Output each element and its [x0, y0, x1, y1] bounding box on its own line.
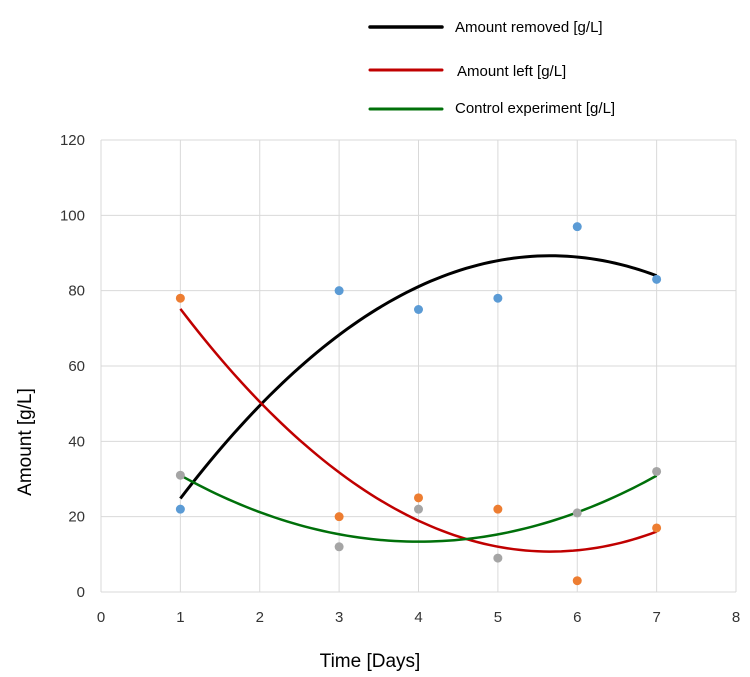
- y-tick-label: 120: [60, 132, 85, 149]
- grid: [100, 139, 737, 593]
- x-tick-label: 7: [652, 609, 660, 626]
- data-points: [175, 222, 662, 586]
- data-point-series-2: [414, 493, 423, 503]
- data-point-series-2: [572, 576, 582, 586]
- trendline-1: [179, 254, 658, 500]
- y-tick-label: 100: [60, 207, 85, 224]
- legend-label-control: Control experiment [g/L]: [455, 100, 615, 117]
- data-point-series-2: [175, 293, 185, 303]
- data-point-series-1: [493, 293, 503, 303]
- data-point-series-2: [652, 523, 662, 533]
- y-tick-label: 0: [77, 584, 85, 601]
- x-tick-label: 4: [414, 609, 422, 626]
- data-point-series-1: [572, 222, 582, 232]
- legend: Amount removed [g/L] Amount left [g/L] C…: [368, 19, 615, 117]
- y-tick-label: 40: [68, 433, 85, 450]
- x-tick-label: 1: [176, 609, 184, 626]
- x-tick-label: 6: [573, 609, 581, 626]
- data-point-series-3: [414, 504, 423, 514]
- y-axis-title: Amount [g/L]: [15, 388, 36, 496]
- x-tick-label: 2: [256, 609, 264, 626]
- data-point-series-3: [493, 553, 503, 563]
- trendline-2: [179, 308, 658, 553]
- x-tick-label: 3: [335, 609, 343, 626]
- data-point-series-2: [493, 504, 503, 514]
- y-tick-label: 20: [68, 509, 85, 526]
- data-point-series-3: [572, 508, 582, 518]
- y-tick-label: 60: [68, 358, 85, 375]
- data-point-series-3: [652, 466, 662, 476]
- legend-label-removed: Amount removed [g/L]: [455, 19, 603, 36]
- data-point-series-2: [334, 512, 344, 522]
- x-tick-label: 0: [97, 609, 105, 626]
- data-point-series-3: [334, 542, 344, 552]
- x-tick-label: 5: [494, 609, 502, 626]
- data-point-series-3: [175, 470, 185, 480]
- y-tick-label: 80: [68, 283, 85, 300]
- data-point-series-1: [652, 274, 662, 284]
- data-point-series-1: [414, 305, 423, 314]
- x-axis-title: Time [Days]: [320, 651, 421, 672]
- x-tick-label: 8: [732, 609, 740, 626]
- data-point-series-1: [175, 504, 185, 514]
- data-point-series-1: [334, 286, 344, 296]
- legend-label-left: Amount left [g/L]: [457, 63, 566, 80]
